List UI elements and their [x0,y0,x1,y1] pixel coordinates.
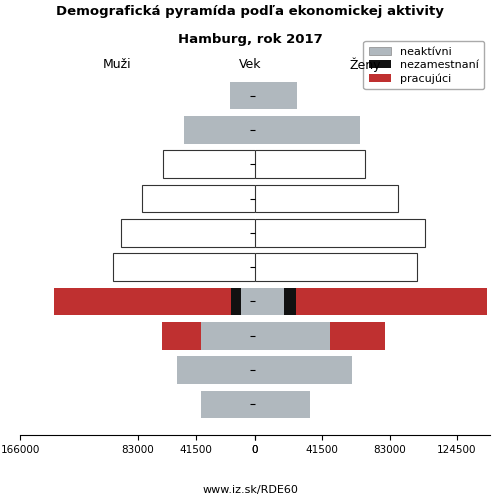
Bar [54,288,231,315]
Text: Demografická pyramída podľa ekonomickej aktivity: Demografická pyramída podľa ekonomickej … [56,5,444,18]
Bar [255,254,417,281]
Bar [162,322,201,349]
Bar [255,288,284,315]
Bar [296,288,487,315]
Text: Vek: Vek [239,58,261,70]
Bar [201,390,255,418]
Bar [255,219,425,246]
Bar [230,82,255,110]
Bar [177,356,255,384]
Bar [255,150,365,178]
Bar [184,116,255,143]
Bar [255,185,398,212]
Bar [114,254,255,281]
Bar [284,288,296,315]
Bar [255,390,310,418]
Text: Ženy: Ženy [349,58,381,72]
Bar [142,185,255,212]
Bar [330,322,384,349]
Bar [163,150,255,178]
Text: Hamburg, rok 2017: Hamburg, rok 2017 [178,32,322,46]
Bar [255,322,330,349]
Bar [231,288,241,315]
Legend: neaktívni, nezamestnaní, pracujúci: neaktívni, nezamestnaní, pracujúci [364,41,484,89]
Bar [255,116,360,143]
Bar [120,219,255,246]
Text: Muži: Muži [103,58,132,70]
Bar [255,82,297,110]
Bar [255,356,352,384]
Bar [241,288,255,315]
Text: www.iz.sk/RDE60: www.iz.sk/RDE60 [202,485,298,495]
Bar [201,322,255,349]
